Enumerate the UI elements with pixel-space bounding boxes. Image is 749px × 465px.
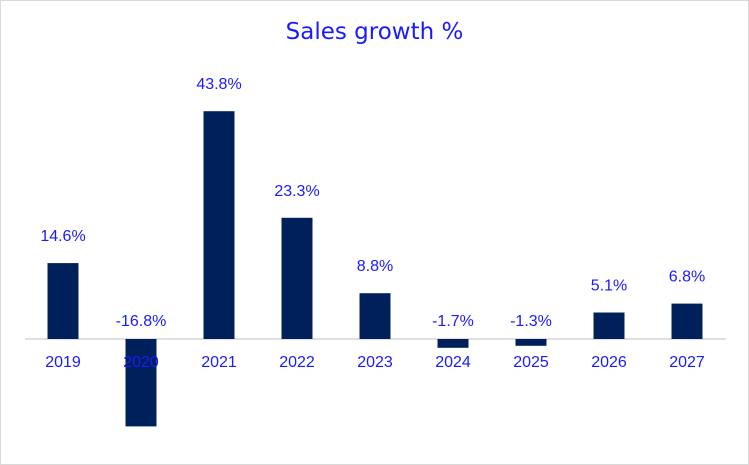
- data-label-2024: -1.7%: [432, 313, 474, 330]
- bar-2027: [671, 303, 703, 339]
- data-label-2022: 23.3%: [274, 183, 319, 200]
- data-label-2019: 14.6%: [40, 228, 85, 245]
- x-tick-label-2026: 2026: [591, 354, 627, 371]
- data-label-2023: 8.8%: [357, 258, 393, 275]
- bar-2021: [203, 111, 235, 339]
- bar-2024: [437, 339, 469, 348]
- bar-2025: [515, 339, 547, 346]
- x-tick-label-2027: 2027: [669, 354, 705, 371]
- x-tick-labels-group: 2019 2020 2021 2022 2023 2024 2025 2026 2027: [45, 354, 705, 371]
- bar-2023: [359, 293, 391, 339]
- bars-group: [47, 111, 703, 427]
- bar-2026: [593, 312, 625, 339]
- x-tick-label-2021: 2021: [201, 354, 237, 371]
- x-tick-label-2024: 2024: [435, 354, 471, 371]
- bar-2020: [125, 339, 157, 427]
- x-tick-label-2019: 2019: [45, 354, 81, 371]
- data-label-2020: -16.8%: [116, 313, 167, 330]
- data-label-2027: 6.8%: [669, 269, 705, 286]
- data-label-2021: 43.8%: [196, 76, 241, 93]
- x-tick-label-2022: 2022: [279, 354, 315, 371]
- bar-2022: [281, 217, 313, 339]
- bar-2019: [47, 263, 79, 339]
- x-tick-label-2025: 2025: [513, 354, 549, 371]
- data-label-2026: 5.1%: [591, 278, 627, 295]
- chart-title: Sales growth %: [285, 19, 464, 45]
- x-tick-label-2020: 2020: [123, 354, 159, 371]
- x-tick-label-2023: 2023: [357, 354, 393, 371]
- data-labels-group: 14.6% -16.8% 43.8% 23.3% 8.8% -1.7% -1.3% 5.1% 6…: [40, 76, 705, 330]
- data-label-2025: -1.3%: [510, 313, 552, 330]
